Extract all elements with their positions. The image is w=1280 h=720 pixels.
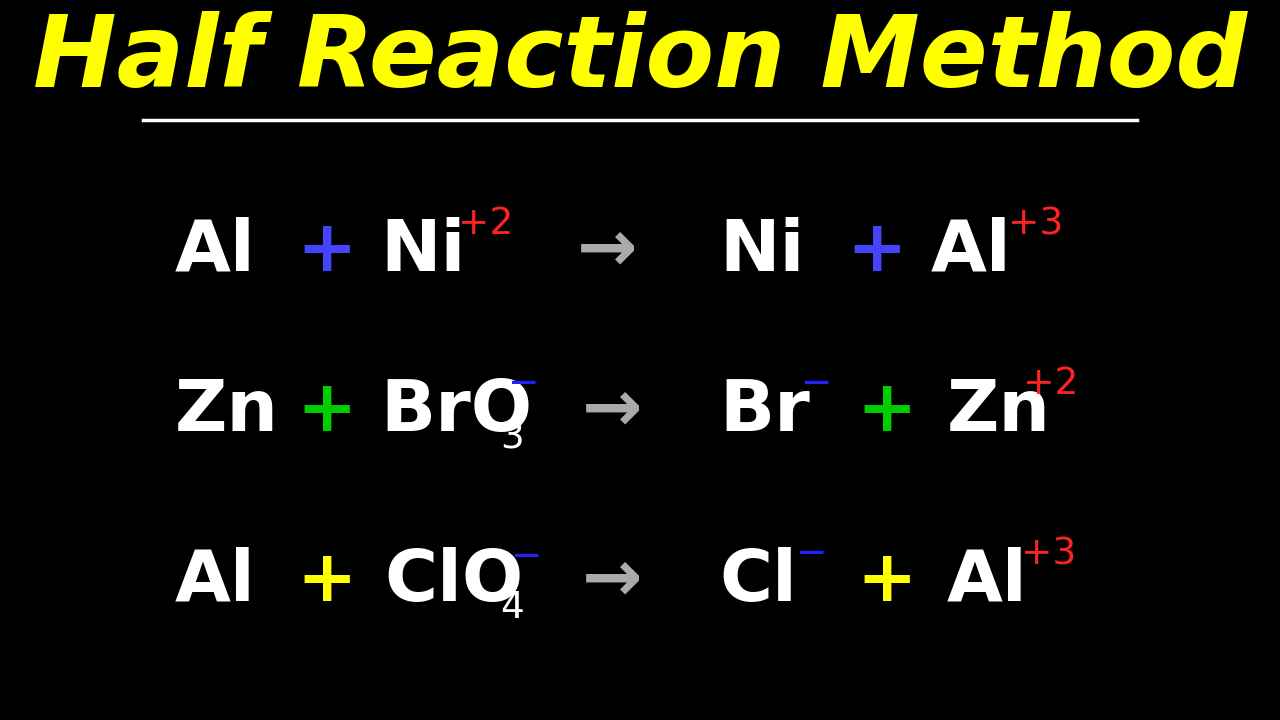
Text: 3: 3 (500, 420, 524, 456)
Text: 4: 4 (500, 590, 524, 626)
Text: −: − (801, 366, 832, 402)
Text: +2: +2 (458, 206, 513, 242)
Text: Br: Br (719, 377, 810, 446)
Text: +: + (856, 547, 918, 616)
Text: +3: +3 (1009, 206, 1064, 242)
Text: +: + (296, 377, 357, 446)
Text: −: − (795, 536, 827, 572)
Text: +2: +2 (1023, 366, 1078, 402)
Text: →: → (582, 547, 643, 616)
Text: Al: Al (931, 217, 1011, 286)
Text: Half Reaction Method: Half Reaction Method (33, 11, 1247, 108)
Text: Ni: Ni (719, 217, 805, 286)
Text: Ni: Ni (381, 217, 466, 286)
Text: →: → (582, 377, 643, 446)
Text: −: − (508, 366, 539, 402)
Text: ClO: ClO (384, 547, 524, 616)
Text: Zn: Zn (174, 377, 279, 446)
Text: Al: Al (947, 547, 1028, 616)
Text: Zn: Zn (947, 377, 1051, 446)
Text: +: + (856, 377, 918, 446)
Text: +3: +3 (1021, 536, 1076, 572)
Text: Al: Al (174, 217, 255, 286)
Text: →: → (576, 217, 637, 286)
Text: Cl: Cl (719, 547, 797, 616)
Text: BrO: BrO (381, 377, 532, 446)
Text: +: + (846, 217, 906, 286)
Text: −: − (511, 539, 543, 575)
Text: Al: Al (174, 547, 255, 616)
Text: +: + (296, 217, 357, 286)
Text: +: + (296, 547, 357, 616)
